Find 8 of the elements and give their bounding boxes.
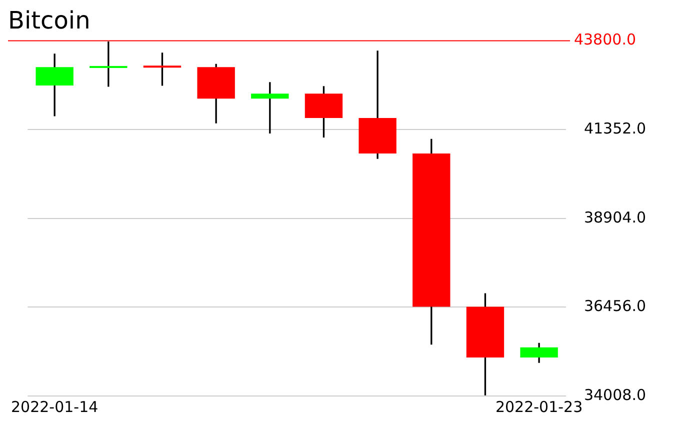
y-tick-label: 38904.0 [584, 208, 646, 226]
y-tick-label: 36456.0 [584, 297, 646, 316]
y-tick-label: 34008.0 [584, 386, 646, 404]
y-tick-label: 41352.0 [584, 119, 646, 138]
x-tick-label: 2022-01-14 [10, 398, 98, 416]
chart-title: Bitcoin [8, 6, 90, 35]
x-tick-label: 2022-01-23 [495, 398, 583, 416]
ref-line-label: 43800.0 [574, 30, 636, 49]
